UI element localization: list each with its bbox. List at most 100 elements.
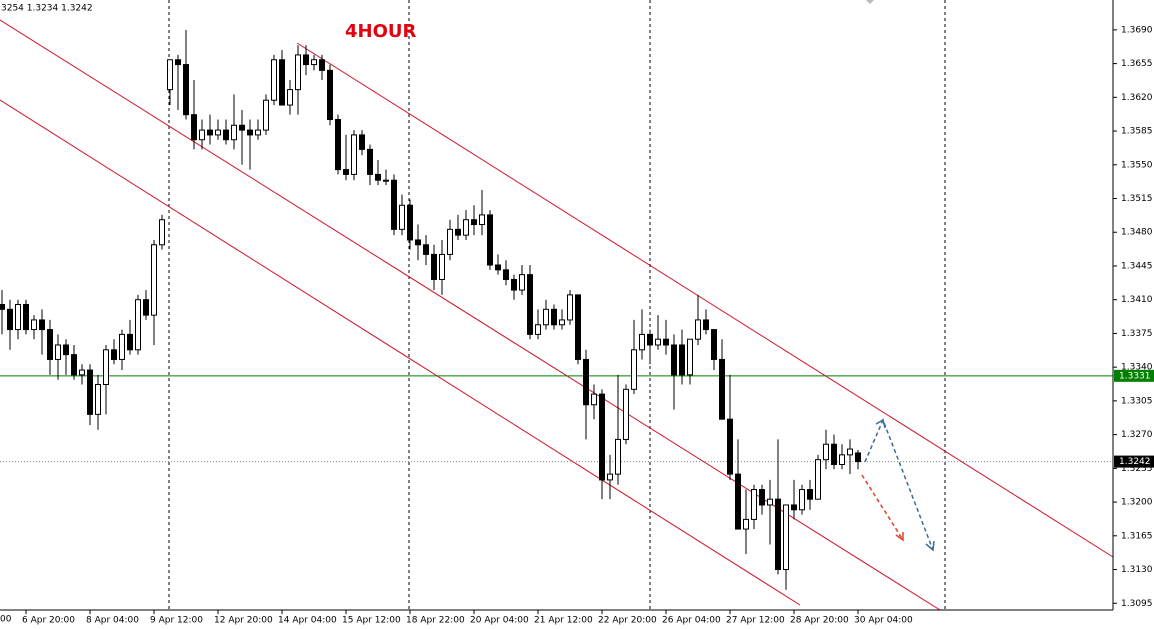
- y-tick-label: 1.3375: [1121, 329, 1153, 339]
- candle-body: [607, 473, 613, 481]
- candle-body: [695, 319, 701, 340]
- candle-body: [479, 214, 485, 226]
- candle-body: [231, 124, 237, 141]
- candle-body: [687, 338, 693, 376]
- marker: [866, 0, 874, 4]
- candle-body: [359, 134, 365, 150]
- x-tick-label: 22 Apr 20:00: [598, 616, 657, 626]
- candle-body: [127, 333, 133, 351]
- candle-body: [63, 344, 69, 356]
- candle-body: [375, 173, 381, 181]
- candle-body: [79, 369, 85, 376]
- candle-body: [759, 489, 765, 506]
- candle-body: [831, 443, 837, 465]
- candle-body: [855, 452, 861, 463]
- candle-body: [183, 64, 189, 116]
- chart-title: 4HOUR: [345, 21, 417, 42]
- candle-body: [295, 54, 301, 91]
- candle-body: [615, 438, 621, 475]
- candle-body: [271, 59, 277, 101]
- arrowhead: [875, 418, 886, 429]
- x-tick-label: 21 Apr 12:00: [534, 616, 593, 626]
- candle-body: [655, 338, 661, 346]
- x-tick-label: 14 Apr 04:00: [278, 616, 337, 626]
- candle-body: [15, 304, 21, 331]
- x-tick-label: 8 Apr 04:00: [86, 616, 139, 626]
- candle-body: [543, 308, 549, 326]
- y-tick-label: 1.3620: [1121, 93, 1153, 103]
- candle-body: [799, 489, 805, 511]
- x-tick-label: 6 Apr 20:00: [22, 616, 75, 626]
- candle-body: [839, 454, 845, 465]
- candle-body: [719, 358, 725, 420]
- candle-body: [167, 59, 173, 91]
- candle-body: [71, 354, 77, 376]
- candle-body: [207, 129, 213, 136]
- x-tick-label: 15 Apr 12:00: [342, 616, 401, 626]
- candle-body: [287, 89, 293, 106]
- candle-body: [239, 124, 245, 131]
- candle-body: [807, 489, 813, 500]
- price-box-label: 1.3242: [1119, 457, 1151, 467]
- candle-body: [47, 329, 53, 360]
- y-tick-label: 1.3480: [1121, 228, 1153, 238]
- candle-body: [119, 333, 125, 360]
- candle-body: [751, 489, 757, 520]
- plot: [0, 29, 1113, 590]
- y-tick-label: 1.3340: [1121, 363, 1153, 373]
- candle-body: [103, 349, 109, 386]
- y-tick-label: 1.3410: [1121, 295, 1153, 305]
- candle-body: [55, 344, 61, 360]
- candle-body: [743, 518, 749, 530]
- candle-body: [7, 308, 13, 331]
- candle-body: [0, 304, 5, 310]
- candle-body: [663, 338, 669, 346]
- price-box-label: 1.3331: [1119, 371, 1151, 381]
- y-tick-label: 1.3445: [1121, 261, 1153, 271]
- candle-body: [783, 504, 789, 571]
- candle-body: [583, 358, 589, 406]
- arrowhead: [895, 532, 904, 542]
- candle-body: [559, 319, 565, 326]
- y-tick-label: 1.3235: [1121, 464, 1153, 474]
- x-tick-label: 18 Apr 22:00: [406, 616, 465, 626]
- candle-body: [255, 129, 261, 136]
- candle-body: [407, 204, 413, 241]
- candle-body: [519, 274, 525, 291]
- x-tick-label: 28 Apr 20:00: [790, 616, 849, 626]
- candle-body: [575, 294, 581, 360]
- candle-body: [367, 148, 373, 175]
- x-tick-label: 9 Apr 12:00: [150, 616, 203, 626]
- x-tick-label: 26 Apr 04:00: [662, 616, 721, 626]
- candle-body: [439, 253, 445, 280]
- candle-body: [215, 129, 221, 136]
- y-tick-label: 1.3305: [1121, 396, 1153, 406]
- candle-body: [823, 443, 829, 461]
- candle-body: [767, 498, 773, 506]
- candle-body: [471, 219, 477, 226]
- candle-body: [679, 344, 685, 376]
- channel-lower: [0, 99, 801, 606]
- candle-body: [535, 324, 541, 335]
- candle-body: [847, 448, 853, 456]
- candle-body: [159, 219, 165, 246]
- candle-body: [95, 384, 101, 415]
- candle-body: [735, 473, 741, 530]
- candle-body: [455, 228, 461, 236]
- projection-arrows: [861, 418, 935, 552]
- candle-body: [263, 99, 269, 131]
- candle-body: [143, 299, 149, 316]
- candle-body: [599, 393, 605, 481]
- arrow-red: [861, 474, 904, 541]
- candle-body: [39, 319, 45, 331]
- candle-body: [487, 214, 493, 266]
- candle-body: [631, 349, 637, 390]
- candle-body: [279, 59, 285, 106]
- candle-body: [431, 253, 437, 280]
- candle-body: [87, 369, 93, 415]
- x-tick-label-clipped: 00: [0, 615, 12, 625]
- candle-body: [791, 504, 797, 511]
- price-box: [1114, 369, 1154, 382]
- candle-body: [135, 299, 141, 351]
